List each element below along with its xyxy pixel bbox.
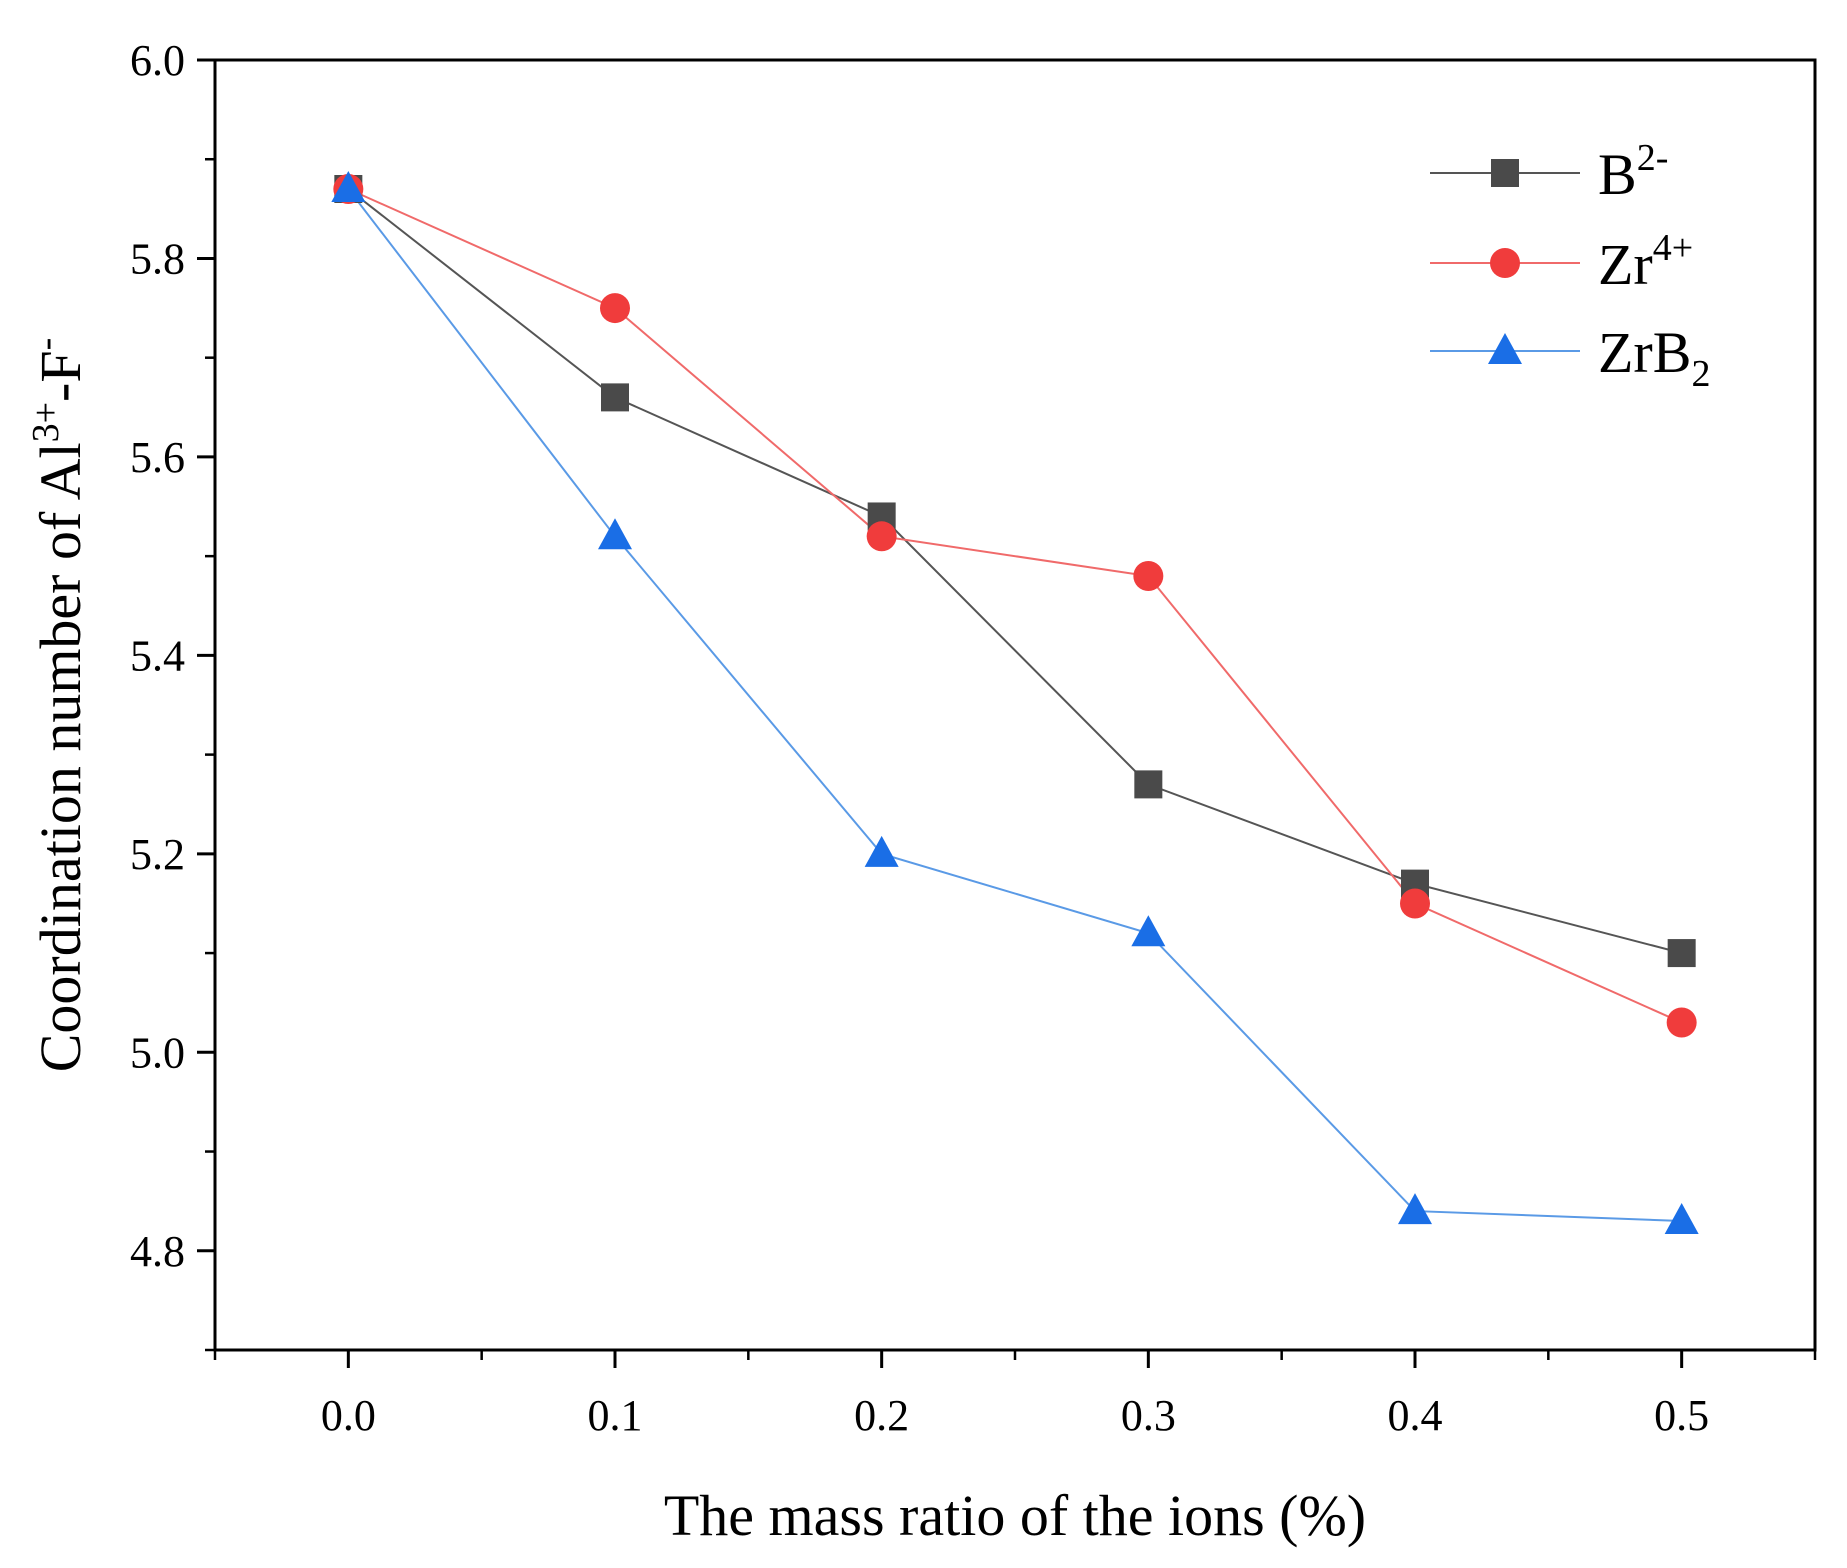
y-axis-title-prefix: Coordination number of Al — [28, 442, 93, 1072]
data-point-triangle — [864, 835, 899, 867]
y-axis-title-mid: -F — [28, 350, 93, 402]
data-point-square — [1134, 770, 1163, 799]
y-axis-title-sup1: 3+ — [25, 402, 67, 442]
y-tick-label: 4.8 — [130, 1227, 185, 1276]
x-tick-label: 0.4 — [1388, 1391, 1443, 1440]
y-tick-label: 6.0 — [130, 36, 185, 85]
data-point-circle — [866, 521, 897, 552]
legend: B2-Zr4+ZrB2 — [1430, 137, 1710, 395]
legend-label: ZrB2 — [1598, 320, 1710, 395]
legend-label: Zr4+ — [1598, 227, 1693, 297]
x-tick-label: 0.2 — [854, 1391, 909, 1440]
x-tick-label: 0.0 — [321, 1391, 376, 1440]
series-line-square — [347, 188, 1682, 955]
y-axis-title-sup2: - — [25, 338, 67, 351]
legend-label-base: Zr — [1598, 232, 1653, 297]
legend-label-superscript: 2- — [1637, 137, 1669, 179]
legend-marker-triangle — [1488, 333, 1522, 364]
data-point-triangle — [598, 518, 632, 550]
data-point-square — [1667, 939, 1696, 968]
series-line-triangle — [347, 188, 1682, 1222]
data-point-circle — [1400, 888, 1430, 919]
legend-marker-circle — [1490, 248, 1520, 278]
legend-marker-square — [1491, 159, 1519, 187]
x-axis-title: The mass ratio of the ions (%) — [664, 1483, 1366, 1548]
series-layer — [331, 171, 1699, 1234]
y-axis-title: Coordination number of Al3+-F- — [25, 338, 93, 1073]
data-point-triangle — [1398, 1193, 1432, 1225]
legend-label-subscript: 2 — [1691, 353, 1710, 395]
legend-label-base: ZrB — [1598, 320, 1691, 385]
y-axis-ticks: 4.8 5.0 5.2 5.4 5.6 5.8 6.0 — [130, 36, 215, 1352]
x-tick-label: 0.5 — [1654, 1391, 1709, 1440]
data-point-triangle — [331, 171, 366, 202]
data-point-square — [601, 383, 629, 412]
legend-label-base: B — [1598, 142, 1637, 207]
x-tick-label: 0.1 — [588, 1391, 643, 1440]
y-tick-label: 5.8 — [130, 234, 185, 283]
legend-label-superscript: 4+ — [1653, 227, 1693, 269]
x-axis-ticks: 0.0 0.1 0.2 0.3 0.4 0.5 — [213, 1350, 1817, 1440]
x-tick-label: 0.3 — [1121, 1391, 1176, 1440]
legend-label: B2- — [1598, 137, 1668, 207]
data-point-circle — [600, 293, 630, 324]
data-point-circle — [1666, 1007, 1697, 1038]
series-line-circle — [347, 188, 1683, 1024]
data-point-triangle — [1131, 915, 1166, 947]
y-tick-label: 5.6 — [130, 433, 185, 482]
data-point-circle — [1133, 561, 1164, 591]
y-tick-label: 5.2 — [130, 830, 185, 879]
y-tick-label: 5.4 — [130, 631, 185, 680]
y-tick-label: 5.0 — [130, 1028, 185, 1077]
data-point-triangle — [1664, 1203, 1699, 1234]
